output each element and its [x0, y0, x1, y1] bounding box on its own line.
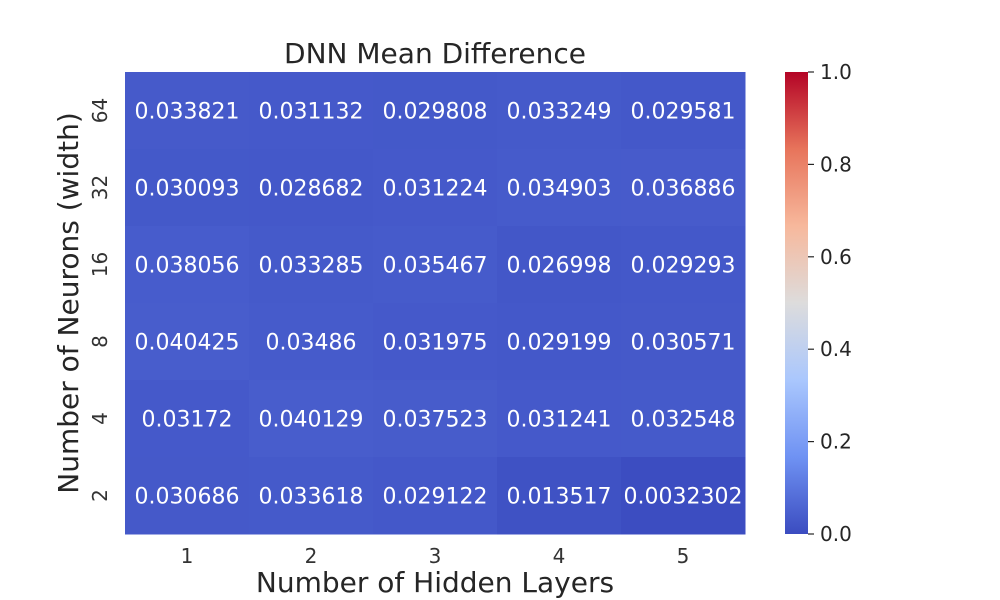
heatmap-cell	[621, 457, 746, 535]
x-tick-label: 3	[429, 544, 442, 568]
cell-value-label: 0.029581	[631, 100, 736, 125]
colorbar-tick-label: 0.8	[820, 152, 852, 176]
heatmap-cell	[125, 149, 250, 227]
heatmap-cell	[621, 380, 746, 458]
heatmap-cell	[249, 72, 374, 150]
cell-value-label: 0.013517	[507, 485, 612, 510]
heatmap-cell	[373, 149, 498, 227]
x-tick-label: 4	[553, 544, 566, 568]
chart-title: DNN Mean Difference	[284, 37, 586, 70]
cell-value-label: 0.03172	[142, 408, 233, 433]
heatmap-cell	[249, 457, 374, 535]
cell-value-label: 0.029199	[507, 331, 612, 356]
heatmap-cell	[497, 149, 622, 227]
cell-value-label: 0.029808	[383, 100, 488, 125]
cell-value-label: 0.040425	[135, 331, 240, 356]
cell-value-label: 0.03486	[266, 331, 357, 356]
cell-value-label: 0.031241	[507, 408, 612, 433]
heatmap-cell	[125, 226, 250, 304]
x-tick-label: 1	[181, 544, 194, 568]
cell-value-label: 0.026998	[507, 254, 612, 279]
cell-value-label: 0.0032302	[624, 485, 743, 510]
y-tick-label: 4	[88, 412, 112, 425]
heatmap-cell	[497, 303, 622, 381]
cell-value-label: 0.033821	[135, 100, 240, 125]
y-tick-label: 8	[88, 335, 112, 348]
heatmap-cell	[497, 226, 622, 304]
heatmap-cell	[249, 149, 374, 227]
axis-ticks: 1 2 3 4 5 64 32 16 8 4 2	[88, 98, 689, 568]
cell-value-label: 0.031224	[383, 177, 488, 202]
cell-value-label: 0.029122	[383, 485, 488, 510]
colorbar-tick-label: 1.0	[820, 60, 852, 84]
colorbar-tick-label: 0.6	[820, 245, 852, 269]
cell-value-label: 0.029293	[631, 254, 736, 279]
y-tick-label: 32	[88, 175, 112, 200]
y-tick-label: 64	[88, 98, 112, 123]
colorbar-tick-label: 0.0	[820, 522, 852, 546]
heatmap-cell	[373, 457, 498, 535]
heatmap-cell	[621, 303, 746, 381]
heatmap-cell	[621, 226, 746, 304]
cell-value-label: 0.030093	[135, 177, 240, 202]
heatmap-cell	[497, 72, 622, 150]
heatmap-cell	[373, 380, 498, 458]
cell-value-label: 0.030571	[631, 331, 736, 356]
heatmap-cell	[125, 457, 250, 535]
colorbar-gradient	[785, 72, 808, 534]
heatmap-cell	[621, 72, 746, 150]
colorbar-tick-label: 0.2	[820, 430, 852, 454]
heatmap-cell	[373, 72, 498, 150]
heatmap-cell	[621, 149, 746, 227]
heatmap-cell	[125, 380, 250, 458]
cell-value-label: 0.035467	[383, 254, 488, 279]
heatmap-cell	[373, 226, 498, 304]
cell-value-label: 0.030686	[135, 485, 240, 510]
heatmap-cell	[373, 303, 498, 381]
y-tick-label: 2	[88, 489, 112, 502]
heatmap-cell	[125, 303, 250, 381]
cell-value-label: 0.034903	[507, 177, 612, 202]
cell-value-label: 0.040129	[259, 408, 364, 433]
cell-value-label: 0.033618	[259, 485, 364, 510]
heatmap-cell	[497, 457, 622, 535]
colorbar: 0.0 0.2 0.4 0.6 0.8 1.0	[785, 60, 852, 546]
cell-value-label: 0.037523	[383, 408, 488, 433]
heatmap-cell	[249, 380, 374, 458]
cell-value-label: 0.031132	[259, 100, 364, 125]
y-axis-title: Number of Neurons (width)	[52, 112, 85, 493]
cell-value-label: 0.036886	[631, 177, 736, 202]
x-axis-title: Number of Hidden Layers	[256, 566, 614, 599]
heatmap-cell	[497, 380, 622, 458]
cell-value-label: 0.033249	[507, 100, 612, 125]
heatmap-cell	[125, 72, 250, 150]
cell-value-label: 0.038056	[135, 254, 240, 279]
heatmap-cell	[249, 226, 374, 304]
cell-value-label: 0.033285	[259, 254, 364, 279]
x-tick-label: 2	[305, 544, 318, 568]
cell-value-label: 0.032548	[631, 408, 736, 433]
cell-value-label: 0.028682	[259, 177, 364, 202]
colorbar-tick-label: 0.4	[820, 337, 852, 361]
cell-value-label: 0.031975	[383, 331, 488, 356]
x-tick-label: 5	[677, 544, 690, 568]
y-tick-label: 16	[88, 252, 112, 277]
heatmap-cells: 0.033821 0.031132 0.029808 0.033249 0.029581…	[125, 72, 746, 535]
heatmap-cell	[249, 303, 374, 381]
